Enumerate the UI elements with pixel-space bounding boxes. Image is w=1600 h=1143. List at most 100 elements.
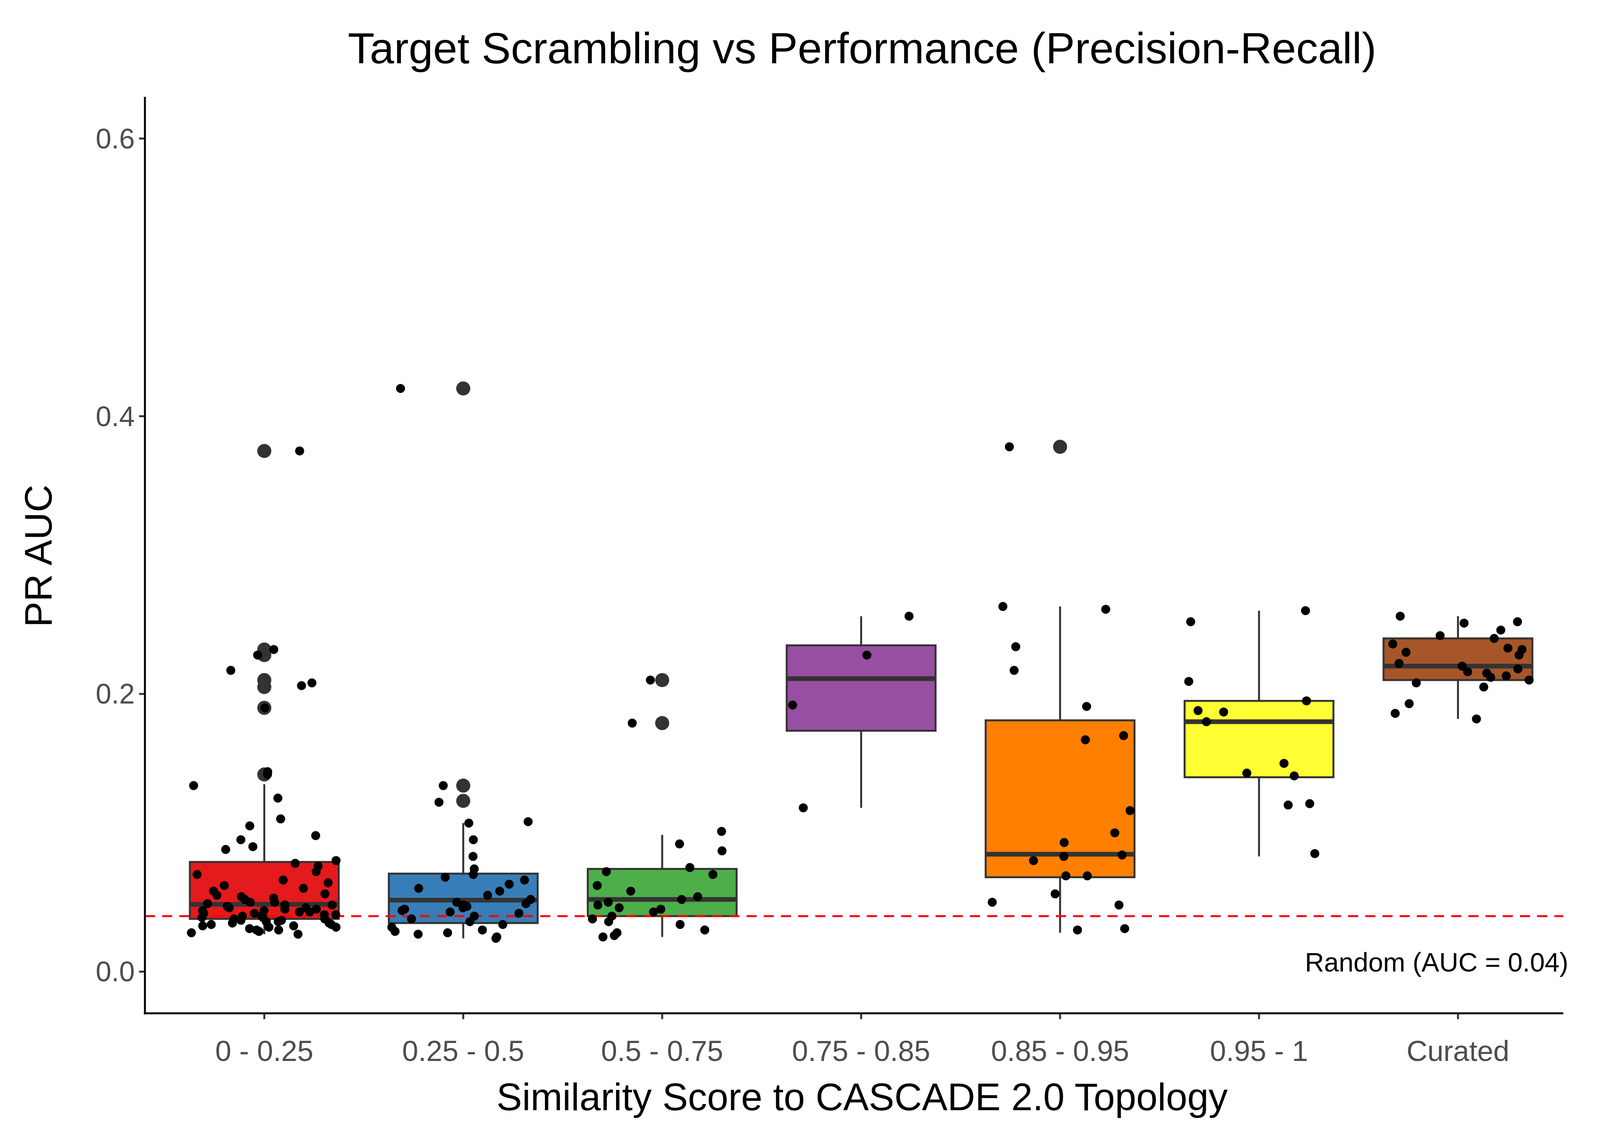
point — [483, 890, 493, 900]
point — [294, 907, 304, 917]
point — [1513, 664, 1523, 674]
point — [253, 650, 263, 660]
point — [1301, 696, 1311, 706]
point — [254, 926, 264, 936]
point — [1524, 675, 1534, 685]
point — [307, 678, 317, 688]
point — [1486, 672, 1496, 682]
point — [1120, 924, 1130, 934]
outlier — [456, 381, 471, 396]
point — [1011, 642, 1021, 652]
point — [593, 900, 603, 910]
point — [1501, 671, 1511, 681]
point — [1101, 604, 1111, 614]
point — [1503, 643, 1513, 653]
point — [289, 921, 299, 931]
point — [609, 930, 619, 940]
point — [390, 926, 400, 936]
point — [477, 925, 487, 935]
point — [604, 917, 614, 927]
point — [675, 839, 684, 849]
point — [438, 781, 448, 791]
point — [1471, 714, 1481, 724]
whisker — [661, 916, 664, 937]
point — [519, 875, 529, 885]
title: Target Scrambling vs Performance (Precis… — [348, 23, 1377, 73]
point — [274, 925, 284, 935]
point — [1435, 631, 1445, 641]
point — [1061, 871, 1071, 881]
point — [1279, 758, 1289, 768]
point — [468, 851, 478, 861]
point — [627, 718, 637, 728]
box — [786, 645, 936, 731]
point — [1301, 606, 1311, 616]
point — [219, 880, 229, 890]
point — [296, 681, 306, 691]
point — [598, 932, 608, 942]
box — [985, 720, 1135, 878]
point — [320, 889, 330, 899]
x-tick-label: Curated — [1406, 1034, 1510, 1068]
point — [273, 793, 283, 803]
point — [787, 700, 797, 710]
point — [798, 803, 808, 813]
y-tick-label: 0.4 — [95, 400, 135, 433]
outlier — [456, 793, 471, 808]
reference-label: Random (AUC = 0.04) — [1304, 947, 1569, 977]
point — [278, 875, 288, 885]
point — [1005, 442, 1015, 452]
whisker — [1258, 777, 1261, 857]
point — [601, 867, 611, 877]
point — [407, 914, 417, 924]
whisker — [1058, 877, 1061, 933]
whisker — [1058, 606, 1061, 721]
point — [708, 869, 718, 879]
point — [1459, 618, 1469, 628]
point — [397, 905, 407, 915]
point — [245, 821, 255, 831]
whisker — [1258, 610, 1261, 701]
point — [414, 883, 424, 893]
x-tick-label: 0.75 - 0.85 — [792, 1034, 931, 1068]
point — [197, 912, 207, 922]
y-tick-label: 0.6 — [95, 123, 135, 155]
point — [521, 899, 531, 909]
whisker — [860, 616, 863, 646]
box — [587, 868, 737, 917]
whisker — [462, 823, 465, 874]
y-tick-label: 0.0 — [95, 955, 135, 988]
y-axis-title: PR AUC — [16, 484, 60, 628]
point — [1242, 768, 1252, 778]
box — [189, 862, 339, 920]
x-tick-label: 0.5 - 0.75 — [601, 1034, 724, 1068]
median — [786, 676, 936, 681]
point — [648, 907, 658, 917]
point — [262, 769, 272, 779]
point — [192, 869, 202, 879]
point — [998, 601, 1008, 611]
point — [626, 886, 636, 896]
point — [270, 897, 280, 907]
point — [498, 919, 508, 929]
point — [717, 826, 727, 836]
point — [445, 907, 455, 917]
point — [1310, 849, 1320, 859]
point — [276, 814, 286, 824]
point — [189, 781, 199, 791]
point — [592, 880, 602, 890]
point — [1395, 611, 1405, 621]
point — [904, 611, 914, 621]
point — [1184, 676, 1194, 686]
point — [514, 908, 524, 918]
point — [1117, 850, 1127, 860]
point — [212, 890, 222, 900]
whisker — [860, 730, 863, 808]
point — [987, 897, 997, 907]
point — [1028, 856, 1038, 866]
point — [1114, 900, 1124, 910]
point — [280, 904, 290, 914]
point — [311, 867, 321, 877]
point — [396, 383, 406, 393]
point — [468, 835, 478, 845]
